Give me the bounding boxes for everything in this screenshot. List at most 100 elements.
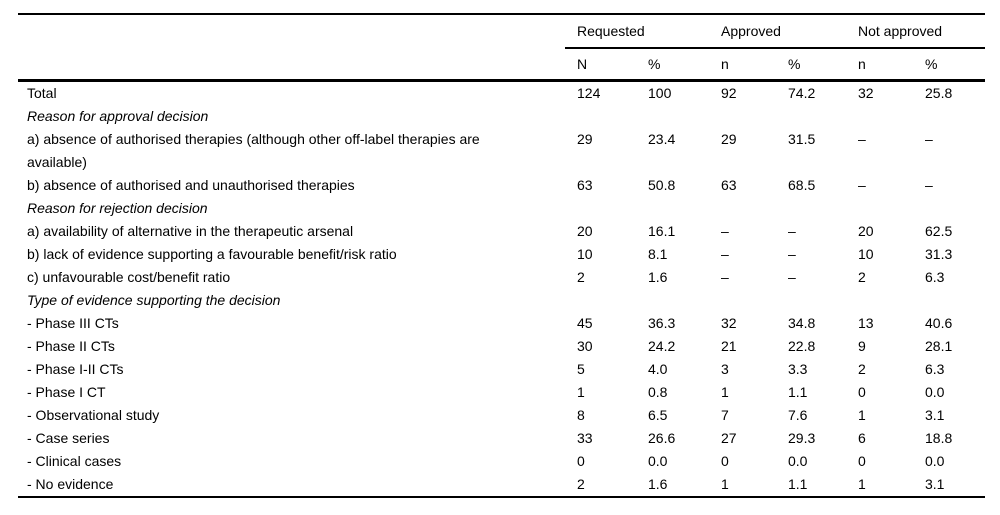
cell-approved-pct: 34.8	[788, 315, 816, 331]
cell-approved-pct: –	[788, 246, 796, 262]
cell-requested-n: 5	[577, 361, 585, 377]
cell-not-approved-n: 2	[858, 269, 866, 285]
cell-approved-pct: 68.5	[788, 177, 816, 193]
cell-requested-pct	[648, 197, 721, 220]
row-label: a) absence of authorised therapies (alth…	[27, 131, 480, 170]
cell-requested-pct	[648, 289, 721, 312]
column-group-row: Requested Approved Not approved	[18, 14, 985, 49]
cell-not-approved-pct: 0.0	[925, 384, 945, 400]
cell-requested-pct: 23.4	[648, 131, 676, 147]
cell-approved-n: 29	[721, 131, 737, 147]
cell-requested-pct: 4.0	[648, 361, 668, 377]
cell-approved-n: 21	[721, 338, 737, 354]
cell-approved-pct	[788, 105, 858, 128]
cell-approved-n: –	[721, 223, 729, 239]
cell-approved-n	[721, 289, 788, 312]
table-row: b) lack of evidence supporting a favoura…	[18, 243, 985, 266]
cell-not-approved-pct	[925, 289, 985, 312]
row-label: c) unfavourable cost/benefit ratio	[27, 269, 231, 285]
cell-not-approved-n: –	[858, 177, 866, 193]
cell-not-approved-pct: 6.3	[925, 361, 945, 377]
cell-not-approved-n: 6	[858, 430, 866, 446]
cell-not-approved-pct: 6.3	[925, 269, 945, 285]
cell-requested-pct: 8.1	[648, 246, 668, 262]
cell-requested-pct: 0.8	[648, 384, 668, 400]
subheader-spacer	[18, 48, 565, 82]
cell-not-approved-pct: 31.3	[925, 246, 953, 262]
cell-not-approved-n	[858, 289, 925, 312]
cell-approved-n: 0	[721, 453, 729, 469]
cell-requested-pct: 1.6	[648, 476, 668, 492]
cell-not-approved-pct: 40.6	[925, 315, 953, 331]
cell-requested-n: 20	[577, 223, 593, 239]
cell-approved-n: 1	[721, 384, 729, 400]
cell-requested-n: 0	[577, 453, 585, 469]
table-row: - Phase II CTs 30 24.2 21 22.8 9 28.1	[18, 335, 985, 358]
cell-not-approved-pct: 0.0	[925, 453, 945, 469]
cell-approved-n	[721, 105, 788, 128]
cell-requested-pct: 50.8	[648, 177, 676, 193]
cell-approved-pct: –	[788, 223, 796, 239]
cell-not-approved-pct: 62.5	[925, 223, 953, 239]
cell-requested-n: 33	[577, 430, 593, 446]
cell-not-approved-pct: 3.1	[925, 407, 945, 423]
row-label: - Phase I CT	[27, 384, 106, 400]
cell-requested-pct: 24.2	[648, 338, 676, 354]
cell-not-approved-n: 10	[858, 246, 874, 262]
table-row: - No evidence 2 1.6 1 1.1 1 3.1	[18, 473, 985, 497]
table-row: - Phase I CT 1 0.8 1 1.1 0 0.0	[18, 381, 985, 404]
table-header: Requested Approved Not approved N % n % …	[18, 14, 985, 82]
table-row: c) unfavourable cost/benefit ratio 2 1.6…	[18, 266, 985, 289]
cell-not-approved-pct	[925, 197, 985, 220]
subheader-approved-pct: %	[788, 48, 858, 82]
cell-requested-n	[565, 197, 648, 220]
cell-requested-n: 1	[577, 384, 585, 400]
cell-requested-n	[565, 105, 648, 128]
table-row: Reason for rejection decision	[18, 197, 985, 220]
table-row: - Case series 33 26.6 27 29.3 6 18.8	[18, 427, 985, 450]
cell-approved-n: 1	[721, 476, 729, 492]
cell-requested-pct: 16.1	[648, 223, 676, 239]
cell-approved-pct: –	[788, 269, 796, 285]
row-label: - Phase III CTs	[27, 315, 119, 331]
table-row: Reason for approval decision	[18, 105, 985, 128]
cell-approved-pct: 3.3	[788, 361, 808, 377]
cell-requested-pct: 0.0	[648, 453, 668, 469]
column-group-approved: Approved	[721, 14, 858, 49]
cell-not-approved-n: 0	[858, 453, 866, 469]
table-row: Type of evidence supporting the decision	[18, 289, 985, 312]
cell-not-approved-n: 1	[858, 476, 866, 492]
cell-not-approved-pct: –	[925, 177, 933, 193]
row-label: - Phase I-II CTs	[27, 361, 124, 377]
row-label: - No evidence	[27, 476, 114, 492]
cell-approved-n: –	[721, 269, 729, 285]
cell-requested-n: 63	[577, 177, 593, 193]
row-label: Reason for rejection decision	[27, 200, 208, 216]
cell-approved-pct: 22.8	[788, 338, 816, 354]
cell-not-approved-n: 0	[858, 384, 866, 400]
cell-not-approved-n: 13	[858, 315, 874, 331]
cell-requested-n: 2	[577, 269, 585, 285]
table-row: a) absence of authorised therapies (alth…	[18, 128, 985, 174]
cell-not-approved-pct: 25.8	[925, 85, 953, 101]
cell-approved-pct: 29.3	[788, 430, 816, 446]
table-row: - Clinical cases 0 0.0 0 0.0 0 0.0	[18, 450, 985, 473]
cell-approved-pct: 74.2	[788, 85, 816, 101]
table-row: - Observational study 8 6.5 7 7.6 1 3.1	[18, 404, 985, 427]
cell-approved-pct: 7.6	[788, 407, 808, 423]
table-row: Total 124 100 92 74.2 32 25.8	[18, 81, 985, 106]
cell-approved-n: –	[721, 246, 729, 262]
row-label: Type of evidence supporting the decision	[27, 292, 281, 308]
cell-not-approved-n	[858, 197, 925, 220]
cell-requested-n: 2	[577, 476, 585, 492]
cell-not-approved-pct: 28.1	[925, 338, 953, 354]
row-label: - Case series	[27, 430, 110, 446]
cell-requested-pct: 100	[648, 85, 672, 101]
cell-not-approved-pct: 3.1	[925, 476, 945, 492]
table-row: - Phase III CTs 45 36.3 32 34.8 13 40.6	[18, 312, 985, 335]
table-row: - Phase I-II CTs 5 4.0 3 3.3 2 6.3	[18, 358, 985, 381]
header-spacer	[18, 14, 565, 48]
row-label: - Observational study	[27, 407, 160, 423]
cell-requested-pct: 26.6	[648, 430, 676, 446]
row-label: a) availability of alternative in the th…	[27, 223, 354, 239]
